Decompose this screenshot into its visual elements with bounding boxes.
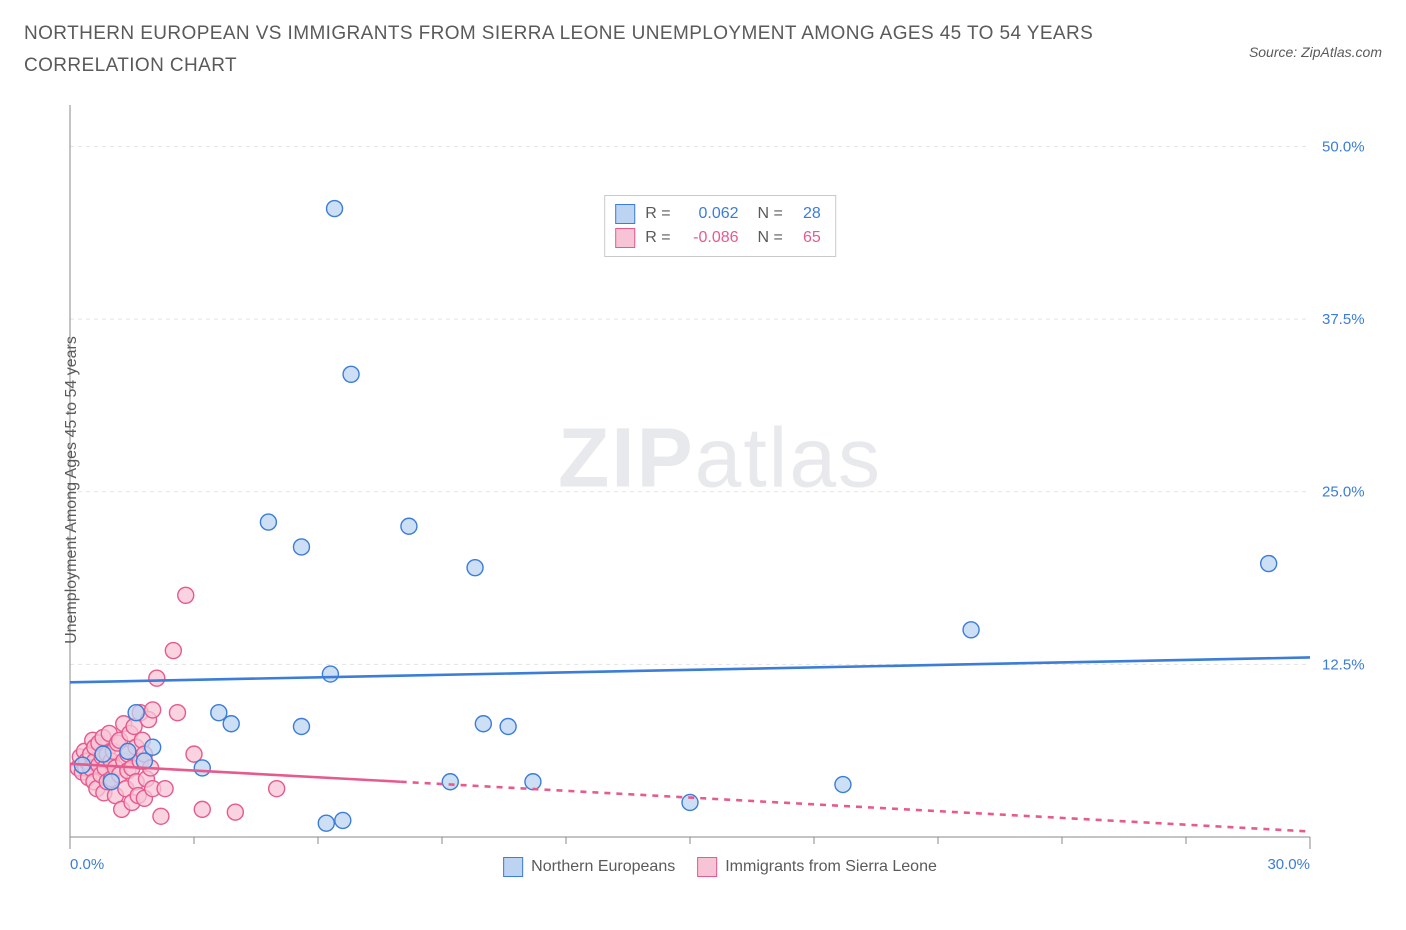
svg-text:50.0%: 50.0% bbox=[1322, 138, 1365, 155]
stats-row-series-a: R = 0.062 N = 28 bbox=[615, 202, 821, 226]
swatch-series-b bbox=[615, 228, 635, 248]
source-attribution: Source: ZipAtlas.com bbox=[1249, 44, 1382, 60]
swatch-series-a-icon bbox=[503, 857, 523, 877]
r-value-series-a: 0.062 bbox=[681, 202, 739, 226]
svg-text:37.5%: 37.5% bbox=[1322, 311, 1365, 328]
svg-text:12.5%: 12.5% bbox=[1322, 656, 1365, 673]
svg-text:30.0%: 30.0% bbox=[1267, 856, 1310, 873]
legend-item-series-b: Immigrants from Sierra Leone bbox=[697, 857, 937, 877]
svg-text:25.0%: 25.0% bbox=[1322, 484, 1365, 501]
legend-label-series-b: Immigrants from Sierra Leone bbox=[725, 858, 937, 876]
svg-text:0.0%: 0.0% bbox=[70, 856, 104, 873]
legend-item-series-a: Northern Europeans bbox=[503, 857, 675, 877]
bottom-legend: Northern Europeans Immigrants from Sierr… bbox=[503, 857, 937, 877]
chart-title: NORTHERN EUROPEAN VS IMMIGRANTS FROM SIE… bbox=[24, 18, 1124, 83]
swatch-series-b-icon bbox=[697, 857, 717, 877]
stats-legend-box: R = 0.062 N = 28 R = -0.086 N = 65 bbox=[604, 195, 836, 257]
stats-row-series-b: R = -0.086 N = 65 bbox=[615, 226, 821, 250]
swatch-series-a bbox=[615, 204, 635, 224]
y-axis-label: Unemployment Among Ages 45 to 54 years bbox=[63, 336, 81, 644]
legend-label-series-a: Northern Europeans bbox=[531, 858, 675, 876]
n-value-series-a: 28 bbox=[793, 202, 821, 226]
n-value-series-b: 65 bbox=[793, 226, 821, 250]
r-value-series-b: -0.086 bbox=[681, 226, 739, 250]
